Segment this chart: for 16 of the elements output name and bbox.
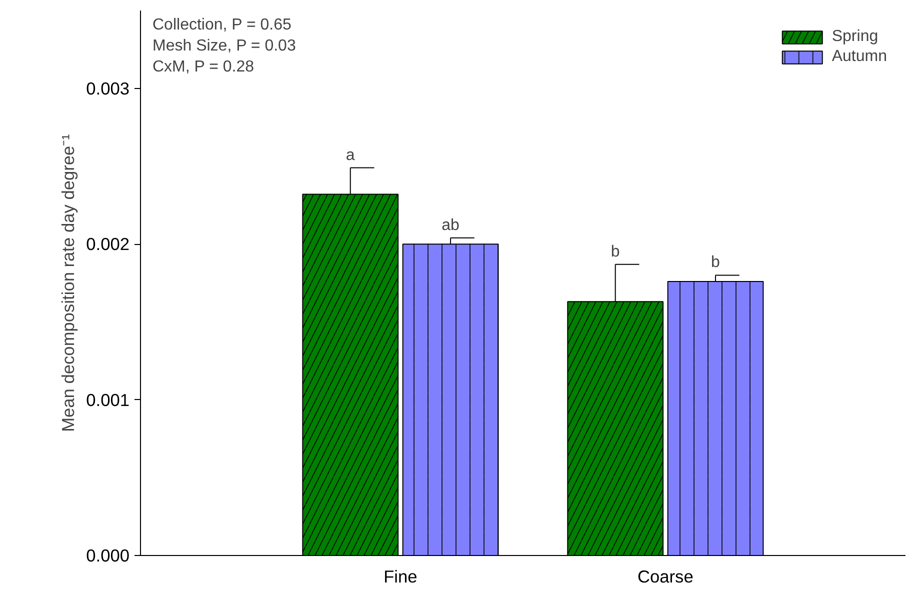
annotation: b: [610, 243, 620, 260]
x-tick-label: Coarse: [637, 566, 694, 586]
x-tick-label: Fine: [384, 566, 418, 586]
y-tick-label: 0.002: [86, 234, 130, 254]
legend-label: Spring: [832, 28, 878, 46]
legend-label: Autumn: [832, 48, 887, 66]
annotation: CxM, P = 0.28: [152, 58, 254, 76]
annotation: b: [711, 254, 720, 272]
annotation: ab: [442, 216, 460, 234]
annotation: Collection, P = 0.65: [152, 16, 292, 34]
annotation: Mesh Size, P = 0.03: [152, 38, 296, 54]
annotation: a: [346, 146, 355, 164]
y-axis-title: Mean decomposition rate day degree⁻¹: [58, 134, 78, 432]
y-tick-label: 0.001: [86, 390, 130, 410]
y-tick-label: 0.003: [86, 78, 130, 98]
y-tick-label: 0.000: [86, 546, 130, 566]
